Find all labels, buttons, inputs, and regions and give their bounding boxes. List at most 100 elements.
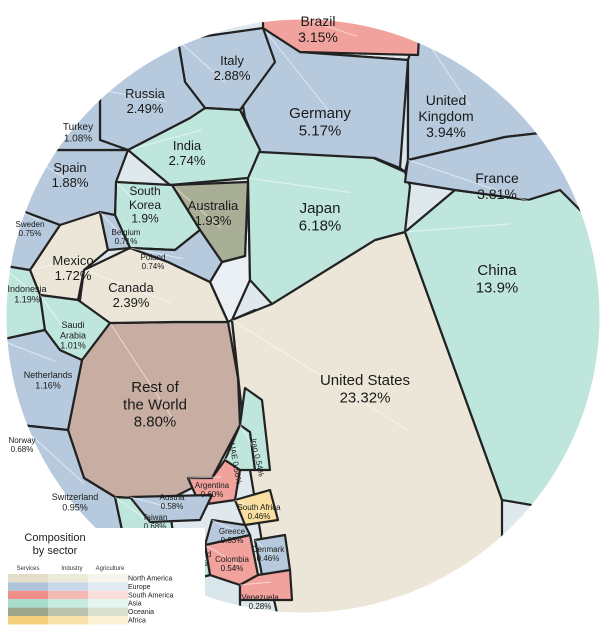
label-denmark-value: 0.46% [257, 554, 280, 563]
label-spain-name: Spain [53, 160, 86, 175]
label-canada: Canada 2.39% [108, 280, 154, 310]
cell-south-africa [233, 488, 280, 527]
label-spain-value: 1.88% [52, 175, 89, 190]
label-turkey: Turkey 1.08% [63, 122, 93, 145]
label-united-kingdom: United Kingdom 3.94% [418, 92, 473, 140]
label-brazil: Brazil 3.15% [298, 13, 338, 45]
legend-title: Composition by sector [24, 532, 85, 557]
label-france-value: 3.81% [477, 186, 517, 202]
label-greece-name: Greece [219, 527, 246, 536]
label-russia-value: 2.49% [127, 101, 164, 116]
label-brazil-value: 3.15% [298, 29, 338, 45]
label-taiwan-name: Taiwan [143, 513, 168, 522]
legend-swatch-africa-agriculture [88, 616, 128, 625]
label-sweden-value: 0.75% [19, 229, 42, 238]
cell-france [403, 131, 600, 232]
label-australia-value: 1.93% [195, 213, 232, 228]
label-japan-name: Japan [300, 200, 341, 217]
label-taiwan-value: 0.68% [144, 522, 167, 531]
label-russia-name: Russia [125, 86, 166, 101]
label-saudi-arabia-value: 1.01% [60, 341, 86, 351]
label-france-name: France [475, 170, 519, 186]
legend-swatch-north-america-services [8, 574, 48, 583]
label-poland-name: Poland [141, 253, 166, 262]
label-japan-value: 6.18% [299, 217, 342, 234]
legend-column-agriculture: Agriculture [96, 566, 125, 572]
label-canada-name: Canada [108, 280, 154, 295]
label-norway-value: 0.68% [11, 445, 34, 454]
legend-swatch-africa-industry [48, 616, 88, 625]
label-china-value: 13.9% [476, 279, 519, 296]
label-japan: Japan 6.18% [299, 200, 342, 234]
label-colombia: Colombia 0.54% [215, 555, 249, 573]
cell-iran [238, 386, 272, 472]
label-belgium: Belgium 0.71% [112, 228, 141, 246]
legend-swatch-europe-industry [48, 582, 88, 591]
label-rest-of-the-world: Rest of the World 8.80% [123, 379, 187, 431]
legend-column-industry: Industry [61, 566, 82, 572]
legend-swatch-oceania-industry [48, 607, 88, 616]
label-germany: Germany 5.17% [289, 105, 351, 139]
label-india-value: 2.74% [169, 153, 206, 168]
label-south-korea-name: South [129, 184, 160, 198]
legend-swatch-south-america-industry [48, 590, 88, 600]
label-spain: Spain 1.88% [52, 160, 89, 190]
label-united-states: United States 23.32% [320, 372, 410, 406]
label-venezuela: Venezuela 0.28% [241, 593, 279, 611]
label-belgium-name: Belgium [112, 228, 141, 237]
label-austria-value: 0.58% [161, 502, 184, 511]
label-australia-name: Australia [188, 198, 239, 213]
label-rest-of-the-world-value: 8.80% [134, 414, 177, 431]
label-canada-value: 2.39% [113, 295, 150, 310]
label-france: France 3.81% [475, 170, 519, 202]
label-saudi-arabia-name: Arabia [60, 330, 86, 340]
label-turkey-value: 1.08% [64, 134, 92, 145]
legend-row-africa: Africa [128, 618, 146, 625]
label-germany-value: 5.17% [299, 122, 342, 139]
label-norway: Norway 0.68% [8, 436, 35, 454]
label-russia: Russia 2.49% [125, 86, 166, 116]
legend-row-asia: Asia [128, 601, 142, 608]
label-switzerland-value: 0.95% [62, 502, 88, 512]
cell-austria [128, 493, 214, 524]
label-united-states-value: 23.32% [340, 389, 391, 406]
label-venezuela-name: Venezuela [241, 593, 279, 602]
cell-venezuela [238, 568, 294, 602]
label-belgium-value: 0.71% [115, 237, 138, 246]
label-venezuela-value: 0.28% [249, 602, 272, 611]
label-poland-value: 0.74% [142, 262, 165, 271]
legend-swatch-north-america-agriculture [88, 574, 128, 583]
label-mexico-name: Mexico [52, 253, 93, 268]
legend-swatch-europe-services [8, 582, 48, 591]
label-argentina: Argentina 0.60% [195, 481, 230, 499]
label-greece-value: 0.33% [221, 536, 244, 545]
label-south-korea: South Korea 1.9% [129, 184, 161, 226]
label-italy-name: Italy [220, 53, 244, 68]
legend-swatch-europe-agriculture [88, 582, 128, 591]
label-netherlands-name: Netherlands [24, 370, 73, 380]
label-indonesia: Indonesia 1.19% [7, 284, 46, 304]
label-united-kingdom-name: United [426, 92, 466, 108]
legend-swatch-asia-industry [48, 599, 88, 608]
label-switzerland-name: Switzerland [52, 492, 99, 502]
label-denmark: Denmark 0.46% [252, 545, 285, 563]
label-austria-name: Austria [160, 493, 185, 502]
legend-swatch-africa-services [8, 616, 48, 625]
label-netherlands-value: 1.16% [35, 380, 61, 390]
label-australia: Australia 1.93% [188, 198, 239, 228]
legend-row-europe: Europe [128, 584, 151, 591]
label-sweden-name: Sweden [16, 220, 45, 229]
label-united-kingdom-value: 3.94% [426, 124, 466, 140]
label-italy: Italy 2.88% [214, 53, 251, 83]
label-india: India 2.74% [169, 138, 206, 168]
legend-swatch-oceania-services [8, 607, 48, 616]
label-taiwan: Taiwan 0.68% [143, 513, 168, 531]
label-rest-of-the-world-name: Rest of [131, 379, 179, 396]
sector-legend: Composition by sector Services Industry Agr… [0, 528, 205, 635]
label-south-korea-name: Korea [129, 198, 161, 212]
label-mexico-value: 1.72% [55, 268, 92, 283]
label-china: China 13.9% [476, 262, 519, 296]
label-brazil-name: Brazil [300, 13, 335, 29]
cell-belgium [98, 210, 132, 252]
